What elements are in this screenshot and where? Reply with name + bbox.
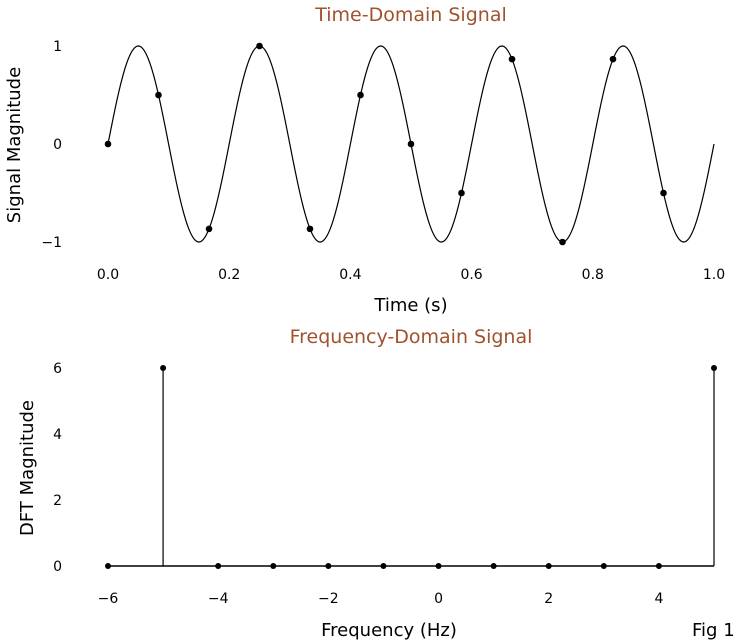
freq-y-tick-label: 0 — [53, 559, 62, 575]
time-y-ticks: −1 0 1 — [41, 39, 62, 251]
freq-x-ticks: −6 −4 −2 0 2 4 — [98, 591, 664, 607]
time-x-tick-label: 1.0 — [703, 267, 725, 283]
time-sample-point — [559, 238, 566, 246]
freq-chart-title: Frequency-Domain Signal — [290, 326, 533, 348]
time-sample-point — [205, 225, 213, 233]
time-chart-title: Time-Domain Signal — [314, 4, 506, 26]
time-sample-points — [104, 42, 667, 246]
time-y-tick-label: 0 — [53, 137, 62, 153]
freq-y-axis-label: DFT Magnitude — [17, 400, 38, 536]
freq-x-axis-label: Frequency (Hz) — [321, 620, 457, 641]
time-sample-point — [155, 91, 162, 99]
time-x-axis-label: Time (s) — [373, 295, 447, 316]
time-x-tick-label: 0.0 — [97, 267, 119, 283]
time-sample-point — [609, 55, 617, 63]
freq-stems — [105, 365, 717, 569]
time-y-axis-label: Signal Magnitude — [4, 67, 25, 223]
freq-x-tick-label: −6 — [98, 591, 119, 607]
time-sample-point — [104, 140, 112, 148]
freq-y-ticks: 0 2 4 6 — [53, 361, 62, 575]
freq-y-tick-label: 4 — [53, 427, 62, 443]
freq-stem-marker — [545, 563, 552, 569]
freq-y-tick-label: 2 — [53, 493, 62, 509]
time-x-ticks: 0.0 0.2 0.4 0.6 0.8 1.0 — [97, 267, 725, 283]
time-domain-chart: Time-Domain Signal −1 0 1 0.0 0.2 0.4 0.6 0.8 1… — [4, 4, 725, 316]
freq-stem-marker — [380, 563, 387, 569]
time-y-tick-label: 1 — [53, 39, 62, 55]
time-sample-point — [256, 42, 263, 50]
figure-label: Fig 1 — [692, 620, 735, 641]
freq-stem-marker — [600, 563, 607, 569]
time-sample-point — [407, 140, 415, 148]
freq-x-tick-label: 2 — [544, 591, 553, 607]
freq-stem-marker — [655, 563, 662, 569]
freq-stem-marker — [105, 563, 111, 569]
freq-stem-marker — [215, 563, 222, 569]
freq-x-tick-label: 4 — [654, 591, 663, 607]
time-y-tick-label: −1 — [41, 235, 62, 251]
time-x-tick-label: 0.6 — [460, 267, 482, 283]
time-x-tick-label: 0.8 — [582, 267, 604, 283]
freq-stem-marker — [490, 563, 497, 569]
freq-x-tick-label: 0 — [434, 591, 443, 607]
time-sample-point — [660, 189, 667, 197]
time-x-tick-label: 0.2 — [218, 267, 240, 283]
freq-stem-marker — [711, 365, 717, 371]
time-sample-point — [306, 225, 314, 233]
time-x-tick-label: 0.4 — [339, 267, 361, 283]
freq-stem-marker — [435, 563, 442, 569]
freq-x-tick-label: −4 — [208, 591, 229, 607]
time-sample-point — [458, 189, 465, 197]
freq-y-tick-label: 6 — [53, 361, 62, 377]
freq-stem-marker — [160, 365, 167, 371]
time-sample-point — [357, 91, 364, 99]
time-sample-point — [508, 55, 516, 63]
freq-stem-marker — [325, 563, 332, 569]
freq-x-tick-label: −2 — [318, 591, 339, 607]
frequency-domain-chart: Frequency-Domain Signal 0 2 4 6 −6 −4 −2 0 2 4 F… — [17, 326, 717, 641]
freq-stem-marker — [270, 563, 277, 569]
